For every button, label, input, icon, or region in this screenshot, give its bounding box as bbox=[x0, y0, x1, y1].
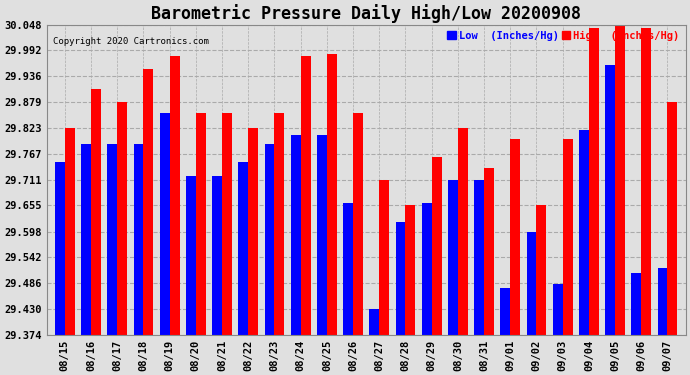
Bar bbox=[81, 144, 91, 335]
Bar bbox=[615, 25, 625, 335]
Bar bbox=[562, 139, 573, 335]
Bar bbox=[589, 28, 599, 335]
Bar bbox=[134, 144, 144, 335]
Bar bbox=[290, 135, 301, 335]
Bar bbox=[579, 130, 589, 335]
Bar bbox=[406, 206, 415, 335]
Bar bbox=[432, 157, 442, 335]
Bar bbox=[641, 28, 651, 335]
Bar bbox=[484, 168, 494, 335]
Bar bbox=[380, 180, 389, 335]
Bar bbox=[170, 56, 179, 335]
Bar bbox=[605, 65, 615, 335]
Bar bbox=[196, 114, 206, 335]
Bar bbox=[526, 232, 537, 335]
Bar bbox=[108, 144, 117, 335]
Bar bbox=[474, 180, 484, 335]
Bar bbox=[458, 128, 468, 335]
Bar bbox=[238, 162, 248, 335]
Bar bbox=[222, 114, 232, 335]
Bar bbox=[369, 309, 380, 335]
Bar bbox=[186, 176, 196, 335]
Bar bbox=[91, 88, 101, 335]
Bar bbox=[553, 284, 562, 335]
Bar bbox=[343, 203, 353, 335]
Bar bbox=[248, 128, 258, 335]
Bar bbox=[144, 69, 153, 335]
Bar bbox=[159, 114, 170, 335]
Bar bbox=[448, 180, 458, 335]
Bar bbox=[55, 162, 65, 335]
Bar bbox=[301, 56, 310, 335]
Bar bbox=[631, 273, 641, 335]
Bar bbox=[327, 54, 337, 335]
Bar bbox=[395, 222, 406, 335]
Bar bbox=[422, 203, 432, 335]
Bar bbox=[317, 135, 327, 335]
Bar bbox=[537, 206, 546, 335]
Bar bbox=[212, 176, 222, 335]
Text: Copyright 2020 Cartronics.com: Copyright 2020 Cartronics.com bbox=[53, 37, 209, 46]
Bar bbox=[275, 114, 284, 335]
Legend: Low  (Inches/Hg), High  (Inches/Hg): Low (Inches/Hg), High (Inches/Hg) bbox=[446, 30, 680, 42]
Bar bbox=[500, 288, 511, 335]
Bar bbox=[511, 139, 520, 335]
Bar bbox=[667, 102, 678, 335]
Bar bbox=[658, 268, 667, 335]
Title: Barometric Pressure Daily High/Low 20200908: Barometric Pressure Daily High/Low 20200… bbox=[151, 4, 581, 23]
Bar bbox=[353, 114, 363, 335]
Bar bbox=[264, 144, 275, 335]
Bar bbox=[65, 128, 75, 335]
Bar bbox=[117, 102, 127, 335]
